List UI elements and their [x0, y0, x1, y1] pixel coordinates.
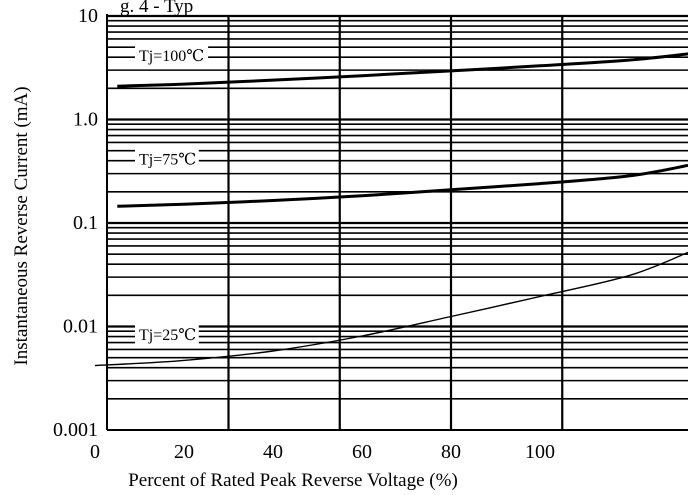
- y-axis-label: Instantaneous Reverse Current (mA): [11, 86, 32, 365]
- series-label: Tj=100℃: [139, 48, 204, 65]
- series-lines: [94, 52, 688, 367]
- y-tick-label: 10: [78, 5, 98, 27]
- grid: [107, 14, 688, 430]
- y-tick-label: 0.01: [63, 316, 98, 338]
- series-label: Tj=75℃: [139, 151, 196, 168]
- x-tick-label: 100: [525, 441, 555, 463]
- series-line: [117, 52, 688, 88]
- x-tick-label: 80: [441, 441, 461, 463]
- x-axis-label: Percent of Rated Peak Reverse Voltage (%…: [128, 470, 458, 491]
- chart-title: g. 4 - Typ: [120, 0, 193, 17]
- series-label-background: [135, 323, 199, 344]
- x-tick-label: 40: [263, 441, 283, 463]
- x-tick-label: 60: [352, 441, 372, 463]
- series-line: [117, 163, 688, 208]
- x-tick-label: 0: [90, 441, 100, 463]
- series-label: Tj=25℃: [139, 327, 196, 344]
- series-label-background: [135, 148, 199, 169]
- y-tick-label: 0.1: [73, 212, 98, 234]
- axes: [106, 14, 688, 431]
- y-tick-label: 1.0: [73, 109, 98, 131]
- y-tick-label: 0.001: [53, 419, 98, 441]
- series-label-background: [135, 44, 209, 65]
- series-labels: Tj=100℃ Tj=75℃ Tj=25℃: [135, 44, 209, 344]
- series-line: [94, 251, 688, 367]
- x-tick-label: 20: [174, 441, 194, 463]
